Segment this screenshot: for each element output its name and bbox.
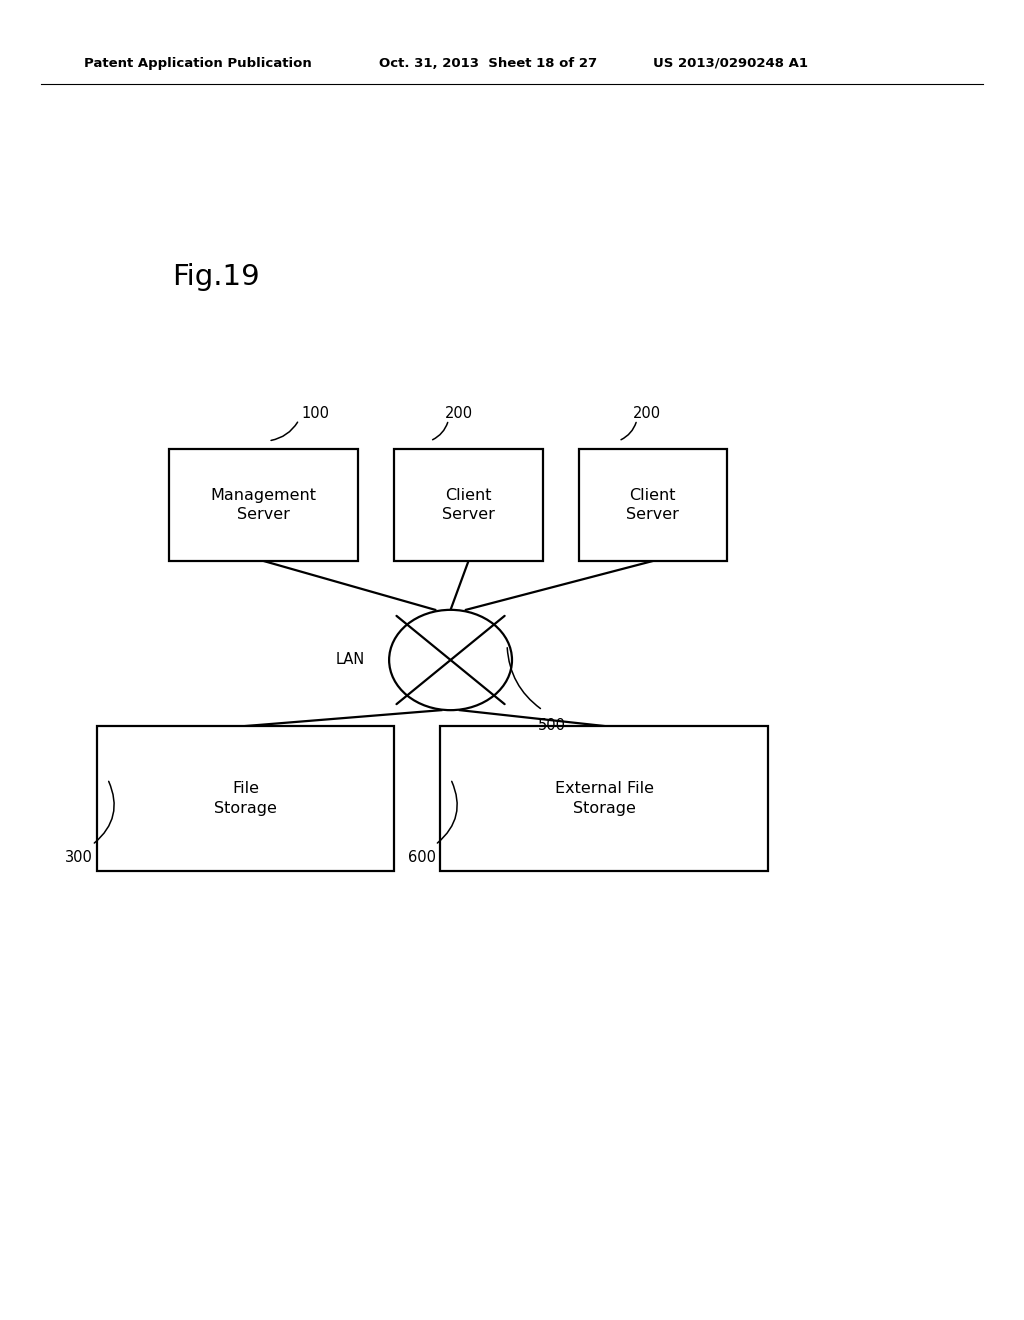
Text: Client
Server: Client Server: [442, 487, 495, 523]
Text: Management
Server: Management Server: [211, 487, 316, 523]
Text: LAN: LAN: [335, 652, 365, 668]
Text: 500: 500: [538, 718, 566, 733]
Text: 600: 600: [408, 850, 436, 866]
Text: Oct. 31, 2013  Sheet 18 of 27: Oct. 31, 2013 Sheet 18 of 27: [379, 57, 597, 70]
Text: 100: 100: [301, 405, 330, 421]
Text: Client
Server: Client Server: [627, 487, 679, 523]
Bar: [440, 726, 768, 871]
Text: File
Storage: File Storage: [214, 781, 278, 816]
Bar: [97, 726, 394, 871]
Bar: [579, 449, 727, 561]
Text: 300: 300: [65, 850, 93, 866]
Text: 200: 200: [633, 405, 662, 421]
Text: External File
Storage: External File Storage: [555, 781, 653, 816]
Text: Patent Application Publication: Patent Application Publication: [84, 57, 311, 70]
Bar: [169, 449, 358, 561]
Text: US 2013/0290248 A1: US 2013/0290248 A1: [653, 57, 808, 70]
Text: Fig.19: Fig.19: [172, 263, 260, 292]
Ellipse shape: [389, 610, 512, 710]
Bar: [394, 449, 543, 561]
Text: 200: 200: [444, 405, 473, 421]
